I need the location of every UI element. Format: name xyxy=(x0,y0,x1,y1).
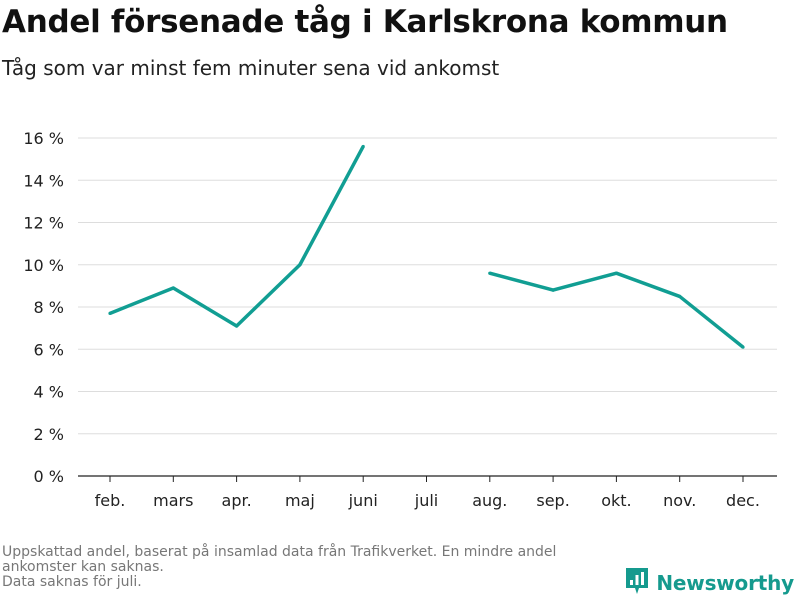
data-point xyxy=(298,263,302,267)
brand-logo: Newsworthy xyxy=(624,566,794,600)
chart-title: Andel försenade tåg i Karlskrona kommun xyxy=(2,4,728,40)
x-tick-label: nov. xyxy=(663,491,696,510)
data-point xyxy=(171,286,175,290)
x-tick-label: sep. xyxy=(536,491,569,510)
chart-subtitle: Tåg som var minst fem minuter sena vid a… xyxy=(2,56,500,80)
y-tick-label: 12 % xyxy=(23,214,64,233)
y-tick-label: 2 % xyxy=(34,425,64,444)
data-point xyxy=(551,288,555,292)
data-point xyxy=(741,345,745,349)
y-tick-label: 0 % xyxy=(34,467,64,486)
data-point xyxy=(488,271,492,275)
data-point xyxy=(235,324,239,328)
data-point xyxy=(678,294,682,299)
series-line xyxy=(109,145,365,328)
brand-name: Newsworthy xyxy=(656,571,794,595)
x-tick-label: mars xyxy=(153,491,193,510)
x-tick-label: okt. xyxy=(601,491,631,510)
footnote-line: ankomster kan saknas. xyxy=(2,559,164,575)
newsworthy-logo-icon xyxy=(624,566,650,600)
series-line xyxy=(489,271,745,349)
data-point xyxy=(108,311,112,315)
x-tick-label: juli xyxy=(414,491,438,510)
x-tick-label: maj xyxy=(285,491,315,510)
x-tick-label: apr. xyxy=(222,491,252,510)
x-tick-label: aug. xyxy=(472,491,507,510)
x-tick-label: feb. xyxy=(95,491,126,510)
y-tick-label: 10 % xyxy=(23,256,64,275)
footnote: Uppskattad andel, baserat på insamlad da… xyxy=(2,545,642,590)
y-tick-label: 16 % xyxy=(23,129,64,148)
footnote-line: Uppskattad andel, baserat på insamlad da… xyxy=(2,544,557,560)
data-point xyxy=(361,144,365,149)
x-tick-label: dec. xyxy=(726,491,760,510)
y-tick-label: 14 % xyxy=(23,171,64,190)
y-tick-label: 8 % xyxy=(34,298,64,317)
footnote-line: Data saknas för juli. xyxy=(2,574,142,590)
y-tick-label: 6 % xyxy=(34,340,64,359)
data-point xyxy=(614,271,619,275)
x-tick-label: juni xyxy=(348,491,378,510)
y-tick-label: 4 % xyxy=(34,383,64,402)
line-chart: 0 % 2 % 4 % 6 % 8 % 10 % 12 % 14 % 16 % feb. mars a… xyxy=(23,129,777,510)
